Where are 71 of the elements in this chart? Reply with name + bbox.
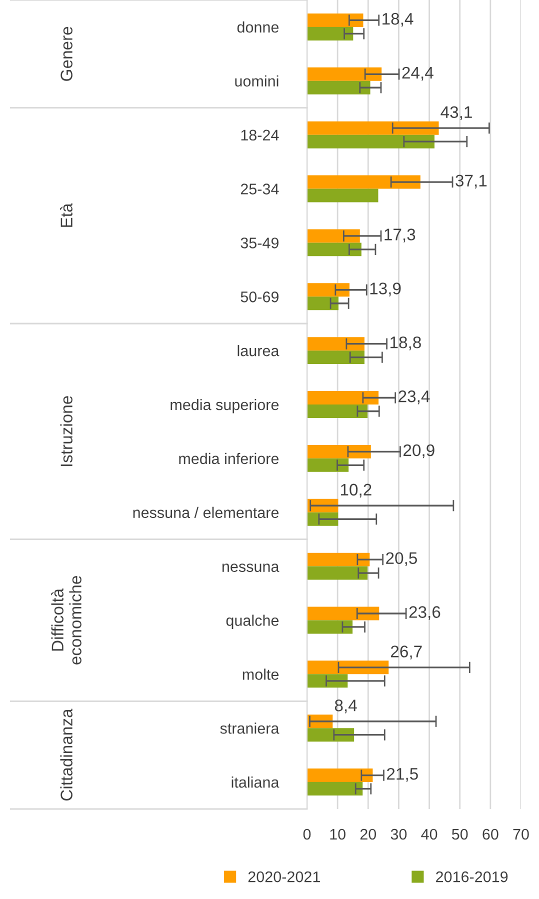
x-tick-label: 10: [330, 828, 346, 840]
bar: [307, 458, 349, 472]
y-tick-label: media inferiore: [179, 452, 279, 464]
y-tick-label: qualche: [226, 614, 279, 629]
data-label: 26,7: [390, 646, 422, 660]
y-tick-label: media superiore: [170, 398, 279, 414]
data-label: 18,4: [382, 12, 414, 27]
y-tick-label: molte: [242, 668, 279, 680]
data-label: 37,1: [456, 174, 487, 188]
legend-label: 2016-2019: [436, 871, 508, 882]
bar: [307, 188, 378, 202]
y-tick-label: 35-49: [240, 238, 278, 248]
text: Genere: [60, 26, 72, 81]
bar: [307, 26, 354, 40]
bar: [307, 620, 353, 634]
y-tick-label: nessuna: [222, 564, 280, 572]
data-label: 21,5: [387, 768, 418, 782]
data-label: 13,9: [370, 282, 401, 296]
y-tick-label: italiana: [232, 776, 280, 788]
bar: [307, 350, 364, 364]
bar: [307, 404, 368, 418]
x-tick-label: 70: [513, 828, 529, 840]
data-label: 8,4: [334, 700, 357, 714]
bar: [307, 80, 370, 94]
legend-label: 2020-2021: [248, 871, 320, 882]
bar: [307, 296, 338, 310]
bar: [307, 67, 382, 81]
y-tick-label: nessuna / elementare: [133, 506, 279, 518]
data-label: 10,2: [340, 484, 372, 498]
bar: [307, 13, 364, 27]
bar: [307, 283, 350, 297]
data-label: 20,5: [386, 552, 417, 566]
bar: [307, 337, 364, 351]
y-tick-label: 25-34: [240, 184, 279, 194]
text: Cittadinanza: [60, 708, 72, 801]
y-tick-label: straniera: [220, 722, 280, 734]
bar: [307, 175, 420, 189]
y-tick-label: 18-24: [241, 130, 279, 141]
bar: [307, 391, 379, 404]
bar: [307, 229, 360, 243]
x-tick-label: 20: [360, 828, 376, 840]
data-label: 17,3: [384, 228, 416, 242]
text: Età: [60, 203, 72, 227]
x-tick-label: 40: [421, 828, 438, 840]
y-tick-label: donne: [237, 21, 279, 33]
data-label: 23,6: [409, 606, 440, 620]
y-tick-label: uomini: [235, 75, 278, 87]
x-tick-label: 0: [303, 828, 311, 840]
bar: [307, 444, 371, 458]
bar: [307, 121, 439, 135]
data-label: 43,1: [440, 106, 472, 120]
x-tick-label: 50: [452, 828, 468, 840]
bar: [307, 782, 363, 796]
bar: [307, 674, 348, 688]
bar: [307, 768, 373, 782]
bar: [307, 242, 362, 256]
x-tick-label: 60: [482, 828, 498, 840]
y-tick-label: 50-69: [240, 292, 278, 302]
data-label: 20,9: [404, 444, 434, 458]
y-tick-label: laurea: [238, 345, 280, 356]
bar: [307, 566, 368, 580]
x-tick-label: 30: [390, 828, 407, 840]
data-label: 18,8: [390, 336, 421, 350]
data-label: 24,4: [402, 66, 434, 81]
data-label: 23,4: [398, 390, 430, 404]
text: Istruzione: [60, 396, 72, 466]
text: Difficoltà economiche: [51, 576, 82, 664]
bar: [307, 552, 370, 566]
bar: [307, 606, 380, 620]
bar: [307, 728, 354, 742]
bar: [307, 134, 434, 148]
